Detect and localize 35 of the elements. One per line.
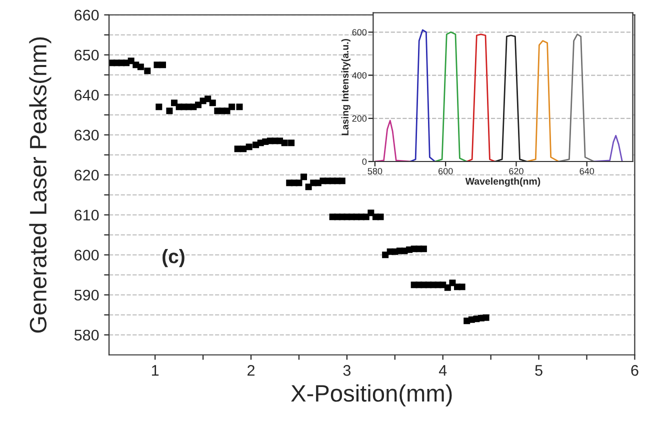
y-axis-title: Lasing Intensity(a.u.) (341, 38, 350, 136)
line-series (494, 34, 528, 162)
y-tick-label: 650 (74, 50, 99, 61)
line-series (466, 34, 496, 162)
y-tick-label: 640 (74, 90, 99, 101)
x-tick-label: 620 (509, 168, 524, 174)
y-tick-label: 600 (74, 250, 99, 261)
line-series (526, 40, 560, 162)
x-tick-label: 600 (438, 168, 453, 174)
x-tick-label: 2 (248, 365, 254, 376)
line-series (434, 31, 468, 162)
x-tick-label: 5 (535, 365, 542, 376)
line-series (410, 29, 436, 162)
x-tick-label: 1 (152, 365, 159, 376)
y-tick-label: 660 (74, 10, 99, 21)
x-tick-label: 3 (343, 365, 351, 376)
x-axis-title: X-Position(mm) (291, 384, 452, 406)
x-axis-title: Wavelength(nm) (465, 178, 540, 187)
x-tick-label: 6 (631, 365, 638, 376)
y-tick-label: 200 (352, 115, 367, 122)
y-tick-label: 580 (74, 330, 99, 341)
y-tick-label: 610 (74, 210, 99, 221)
y-tick-label: 630 (74, 130, 99, 141)
y-tick-label: 600 (352, 29, 367, 36)
line-series (558, 34, 595, 162)
x-tick-label: 640 (580, 168, 594, 174)
line-series (374, 120, 411, 162)
y-tick-label: 400 (352, 72, 367, 79)
x-tick-label: 580 (368, 168, 382, 174)
y-tick-label: 590 (74, 290, 99, 301)
line-series (593, 134, 623, 162)
y-tick-label: 0 (362, 158, 367, 165)
x-tick-label: 4 (438, 365, 447, 376)
y-axis-title: Generated Laser Peaks(nm) (29, 37, 52, 333)
annotation: (c) (162, 248, 184, 268)
